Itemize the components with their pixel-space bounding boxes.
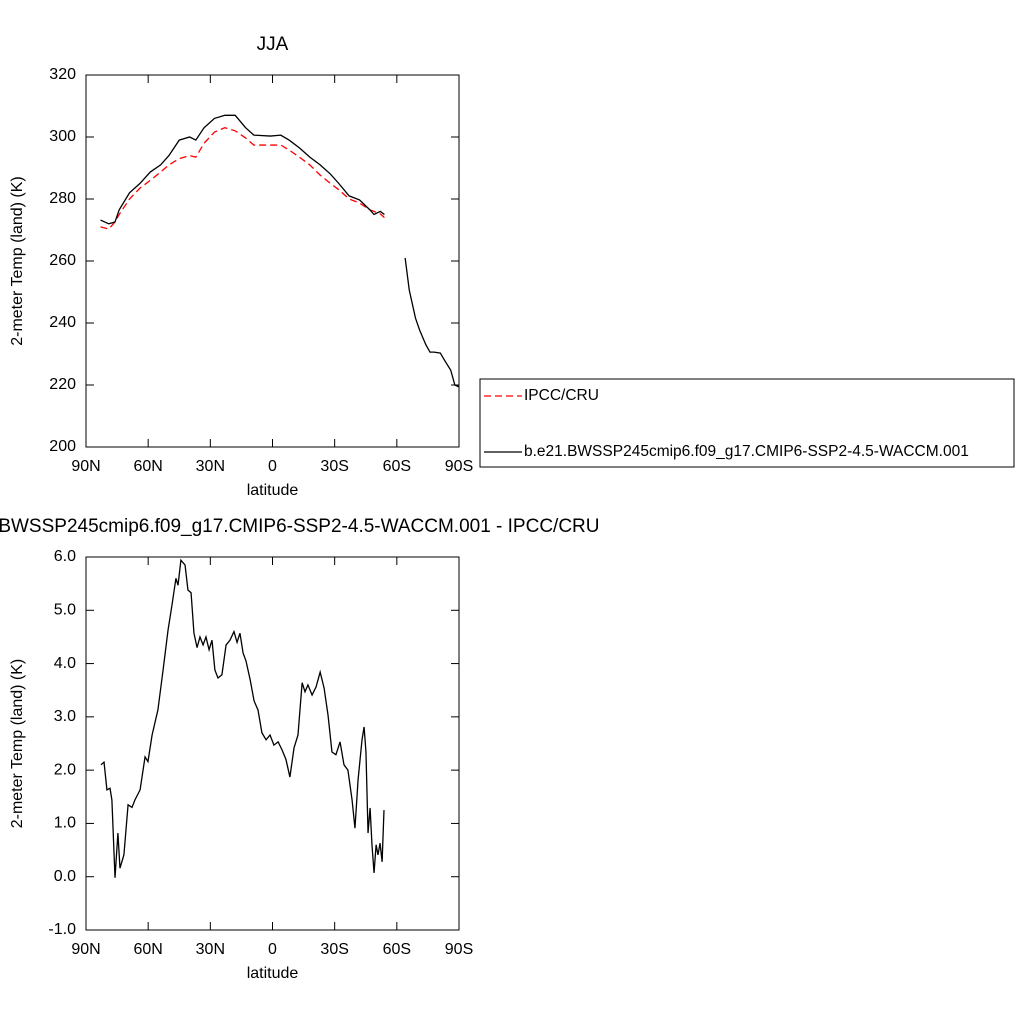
- y-tick-label: 300: [49, 128, 76, 145]
- y-axis-label: 2-meter Temp (land) (K): [9, 176, 26, 346]
- data-line: [100, 114, 460, 388]
- y-tick-label: 0.0: [54, 868, 76, 885]
- x-tick-label: 30N: [196, 941, 225, 958]
- plot-frame: [85, 74, 460, 448]
- x-axis-label: latitude: [247, 482, 299, 499]
- x-tick-label: 30S: [320, 941, 348, 958]
- y-tick-label: 320: [49, 66, 76, 83]
- x-tick-label: 60S: [383, 941, 411, 958]
- x-tick-label: 90S: [445, 458, 473, 475]
- x-axis-label: latitude: [247, 965, 299, 982]
- y-tick-label: 4.0: [54, 655, 76, 672]
- chart-title: JJA: [257, 34, 289, 55]
- plot-frame: [85, 556, 460, 931]
- y-tick-label: 2.0: [54, 761, 76, 778]
- y-tick-label: 6.0: [54, 548, 76, 565]
- x-tick-label: 60N: [133, 458, 162, 475]
- x-tick-label: 90S: [445, 941, 473, 958]
- data-line: [100, 558, 385, 878]
- legend-label: IPCC/CRU: [524, 387, 599, 404]
- y-tick-label: 240: [49, 314, 76, 331]
- data-line: [100, 127, 385, 230]
- legend-label: b.e21.BWSSP245cmip6.f09_g17.CMIP6-SSP2-4…: [524, 443, 969, 460]
- x-tick-label: 90N: [71, 941, 100, 958]
- x-tick-label: 60S: [383, 458, 411, 475]
- y-tick-label: 220: [49, 376, 76, 393]
- legend-box: [479, 378, 1015, 468]
- x-tick-label: 60N: [133, 941, 162, 958]
- chart-title: b.e21.BWSSP245cmip6.f09_g17.CMIP6-SSP2-4…: [0, 516, 600, 537]
- y-tick-label: 5.0: [54, 602, 76, 619]
- y-tick-label: 260: [49, 252, 76, 269]
- y-tick-label: 280: [49, 190, 76, 207]
- y-tick-label: 1.0: [54, 815, 76, 832]
- x-tick-label: 0: [268, 458, 277, 475]
- y-tick-label: -1.0: [48, 921, 76, 938]
- y-axis-label: 2-meter Temp (land) (K): [9, 659, 26, 829]
- x-tick-label: 90N: [71, 458, 100, 475]
- x-tick-label: 30N: [196, 458, 225, 475]
- x-tick-label: 30S: [320, 458, 348, 475]
- x-tick-label: 0: [268, 941, 277, 958]
- y-tick-label: 3.0: [54, 708, 76, 725]
- legend: IPCC/CRU b.e21.BWSSP245cmip6.f09_g17.CMIP…: [479, 378, 1015, 468]
- y-tick-label: 200: [49, 438, 76, 455]
